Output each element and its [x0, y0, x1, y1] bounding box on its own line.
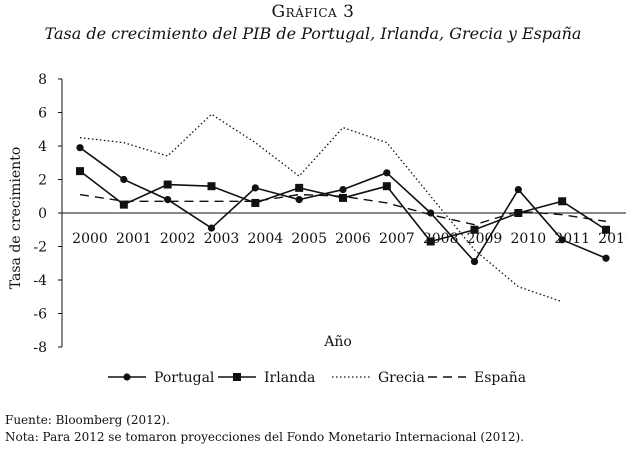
footnotes: Fuente: Bloomberg (2012). Nota: Para 201… [5, 412, 524, 446]
data-point-irlanda [382, 182, 391, 191]
x-tick-label: 2004 [248, 231, 284, 247]
y-axis-label: Tasa de crecimiento [8, 147, 24, 290]
data-point-portugal [164, 196, 172, 204]
y-tick-label: -6 [33, 307, 47, 323]
axes: 8 6 4 2 0 -2 -4 -6 -8 2000 2001 2002 2003 2004 2005 200… [33, 72, 626, 356]
x-tick-label: 2012 [598, 231, 626, 247]
series-grecia [79, 113, 563, 303]
data-point-irlanda [602, 225, 610, 234]
x-tick-label: 2009 [467, 231, 503, 247]
data-point-portugal [295, 196, 303, 204]
y-tick-label: 6 [38, 106, 47, 122]
data-point-portugal [207, 224, 216, 232]
data-point-portugal [602, 254, 610, 262]
data-point-irlanda [76, 167, 84, 176]
data-point-portugal [427, 209, 435, 217]
legend-item-espana: España [428, 370, 526, 386]
data-point-portugal [558, 236, 566, 244]
x-tick-label: 2002 [160, 231, 196, 247]
source-note: Fuente: Bloomberg (2012). [5, 413, 170, 427]
x-tick-label: 2006 [335, 231, 371, 247]
projection-note: Nota: Para 2012 se tomaron proyecciones … [5, 430, 525, 444]
x-tick-label: 2005 [291, 231, 327, 247]
data-point-irlanda [426, 237, 435, 246]
y-tick-label: -4 [33, 273, 47, 289]
series-layer [76, 113, 610, 303]
y-tick-label: 2 [38, 173, 47, 189]
data-point-irlanda [295, 183, 304, 192]
legend-label-espana: España [474, 370, 526, 386]
data-point-portugal [251, 184, 259, 192]
chart-subtitle: Tasa de crecimiento del PIB de Portugal,… [44, 24, 582, 43]
legend-label-grecia: Grecia [378, 370, 425, 386]
data-point-portugal [470, 257, 479, 266]
data-point-portugal [339, 185, 347, 194]
chart-title: Gráfica 3 [271, 2, 355, 22]
legend-item-portugal: Portugal [108, 370, 215, 386]
legend-marker-portugal [123, 373, 131, 381]
y-tick-label: 0 [38, 206, 47, 222]
series-portugal [76, 144, 610, 266]
x-tick-label: 2007 [379, 231, 415, 247]
line-chart: 8 6 4 2 0 -2 -4 -6 -8 2000 2001 2002 2003 2004 2005 200… [8, 72, 626, 386]
y-tick-label: 8 [38, 72, 47, 88]
series-irlanda [76, 167, 610, 246]
x-tick-label: 2001 [116, 231, 152, 247]
x-axis-label: Año [323, 334, 352, 350]
x-tick-label: 2003 [204, 231, 240, 247]
data-point-irlanda [339, 193, 347, 202]
y-tick-label: -8 [33, 340, 47, 356]
legend-item-grecia: Grecia [332, 370, 425, 386]
y-tick-label: -2 [33, 240, 47, 256]
data-point-portugal [120, 175, 128, 184]
legend-item-irlanda: Irlanda [218, 370, 315, 386]
legend: Portugal Irlanda Grecia España [108, 370, 526, 386]
data-point-portugal [76, 144, 84, 152]
legend-label-irlanda: Irlanda [264, 370, 315, 386]
data-point-portugal [514, 185, 522, 194]
x-tick-label: 2010 [511, 231, 547, 247]
data-point-irlanda [470, 225, 479, 234]
data-point-irlanda [119, 200, 128, 209]
data-point-irlanda [514, 209, 523, 217]
legend-marker-irlanda [233, 373, 241, 381]
data-point-portugal [383, 169, 391, 177]
y-tick-label: 4 [38, 139, 47, 155]
data-point-irlanda [207, 182, 216, 191]
series-line-grecia [79, 113, 563, 303]
x-tick-label: 2000 [72, 231, 108, 247]
legend-label-portugal: Portugal [154, 370, 215, 386]
data-point-irlanda [163, 180, 172, 189]
data-point-irlanda [558, 197, 567, 206]
data-point-irlanda [251, 198, 260, 207]
